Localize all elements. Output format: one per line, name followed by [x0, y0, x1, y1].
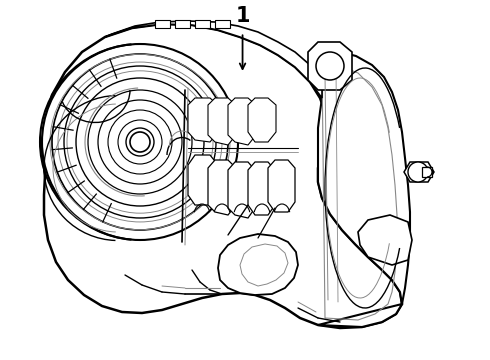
Circle shape — [126, 128, 154, 156]
Polygon shape — [268, 160, 295, 212]
Polygon shape — [215, 20, 230, 28]
Polygon shape — [308, 42, 352, 90]
Polygon shape — [248, 98, 276, 142]
Circle shape — [42, 44, 238, 240]
Polygon shape — [195, 20, 210, 28]
Polygon shape — [310, 52, 410, 327]
Circle shape — [316, 52, 344, 80]
Polygon shape — [422, 167, 432, 177]
Polygon shape — [208, 98, 236, 145]
Circle shape — [408, 162, 428, 182]
Polygon shape — [155, 20, 170, 28]
Polygon shape — [175, 20, 190, 28]
Polygon shape — [228, 162, 255, 218]
Circle shape — [64, 66, 216, 218]
Circle shape — [76, 78, 204, 206]
Polygon shape — [358, 215, 412, 265]
Circle shape — [118, 120, 162, 164]
Polygon shape — [218, 234, 298, 295]
Polygon shape — [404, 162, 434, 182]
Circle shape — [108, 110, 172, 174]
Polygon shape — [188, 155, 218, 205]
Circle shape — [130, 132, 150, 152]
Polygon shape — [42, 24, 402, 328]
Polygon shape — [105, 21, 322, 98]
Polygon shape — [248, 162, 275, 215]
Polygon shape — [208, 160, 236, 215]
Polygon shape — [188, 98, 218, 142]
Text: 1: 1 — [235, 6, 250, 26]
Polygon shape — [228, 98, 256, 145]
Circle shape — [88, 90, 192, 194]
Circle shape — [52, 54, 228, 230]
Circle shape — [98, 100, 182, 184]
